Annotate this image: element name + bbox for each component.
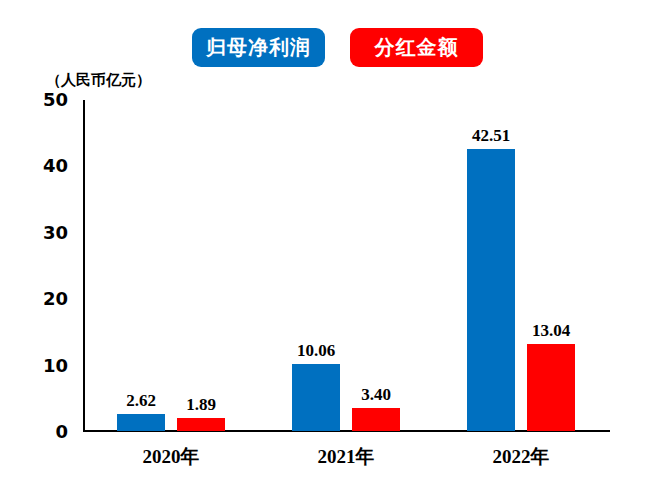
bar-dividend	[527, 344, 575, 431]
bar-dividend	[352, 408, 400, 431]
y-tick-label: 0	[28, 421, 68, 442]
y-tick-label: 30	[28, 222, 68, 243]
y-tick-label: 10	[28, 355, 68, 376]
y-tick-label: 20	[28, 288, 68, 309]
y-tick-label: 50	[28, 89, 68, 110]
x-category-label: 2021年	[286, 444, 406, 470]
x-category-label: 2020年	[111, 444, 231, 470]
bar-value-label: 10.06	[281, 341, 351, 361]
bar-value-label: 3.40	[341, 385, 411, 405]
bar-net-profit	[467, 149, 515, 431]
y-axis-unit-label: （人民币亿元）	[46, 71, 151, 90]
bar-value-label: 13.04	[516, 321, 586, 341]
bar-dividend	[177, 418, 225, 431]
y-axis-line	[83, 100, 85, 432]
bar-net-profit	[117, 414, 165, 431]
legend-dividend-label: 分红金额	[375, 34, 459, 61]
bar-net-profit	[292, 364, 340, 431]
y-tick-label: 40	[28, 155, 68, 176]
bar-value-label: 42.51	[456, 126, 526, 146]
legend-net-profit: 归母净利润	[192, 28, 325, 67]
bar-value-label: 1.89	[166, 395, 236, 415]
legend-dividend: 分红金额	[350, 28, 483, 67]
bar-chart: 归母净利润 分红金额 （人民币亿元） 010203040502.621.8920…	[0, 0, 651, 479]
legend-net-profit-label: 归母净利润	[206, 34, 311, 61]
x-category-label: 2022年	[461, 444, 581, 470]
